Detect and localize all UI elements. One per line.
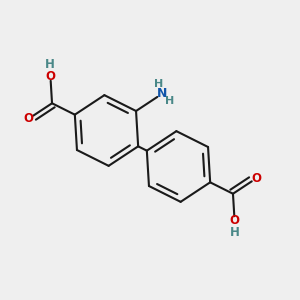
Text: O: O (230, 214, 240, 227)
Text: H: H (45, 58, 55, 71)
Text: H: H (230, 226, 240, 239)
Text: O: O (45, 70, 56, 83)
Text: H: H (165, 95, 174, 106)
Text: H: H (154, 80, 164, 89)
Text: O: O (24, 112, 34, 125)
Text: N: N (157, 88, 167, 100)
Text: O: O (251, 172, 261, 185)
